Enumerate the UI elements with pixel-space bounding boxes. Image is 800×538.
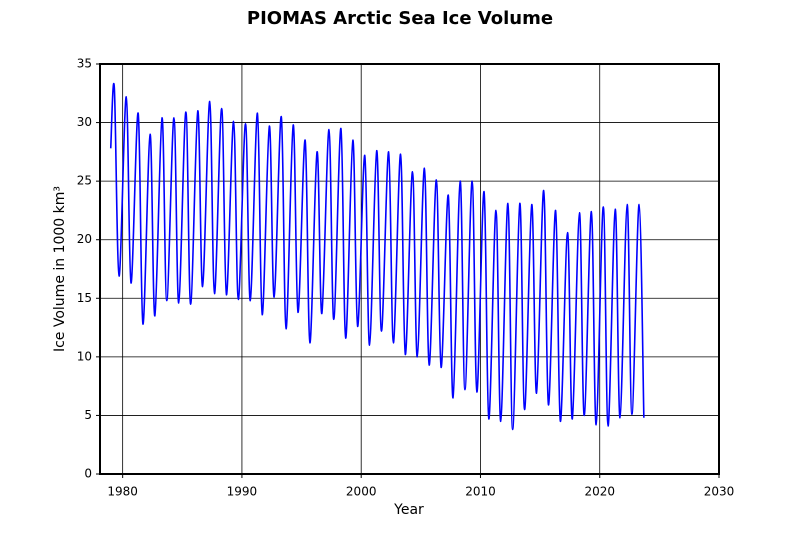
x-tick-label: 1990	[227, 485, 258, 499]
y-tick-label: 15	[77, 291, 92, 305]
y-tick-label: 5	[84, 408, 92, 422]
y-tick-label: 25	[77, 174, 92, 188]
y-tick-label: 10	[77, 349, 92, 363]
x-tick-label: 1980	[107, 485, 138, 499]
line-series	[109, 83, 645, 431]
chart-title: PIOMAS Arctic Sea Ice Volume	[247, 8, 553, 29]
plot-frame	[99, 63, 720, 475]
x-axis-label: Year	[393, 502, 424, 518]
y-tick-label: 35	[77, 57, 92, 71]
x-tick-label: 2020	[584, 485, 615, 499]
y-tick-label: 20	[77, 232, 92, 246]
x-tick-label: 2010	[465, 485, 496, 499]
y-tick-label: 0	[84, 467, 92, 481]
y-axis-label: Ice Volume in 1000 km³	[52, 186, 68, 352]
x-tick-label: 2000	[346, 485, 377, 499]
x-tick-label: 2030	[704, 485, 735, 499]
y-tick-label: 30	[77, 115, 92, 129]
